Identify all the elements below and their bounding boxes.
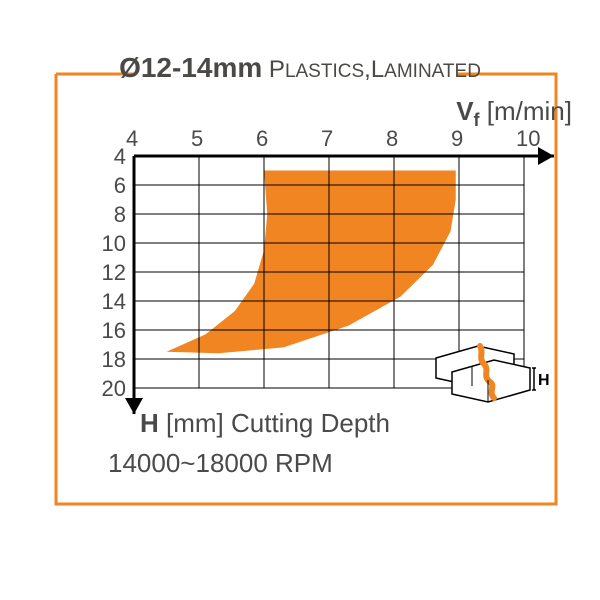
x-tick: 5: [191, 126, 203, 152]
y-tick: 16: [96, 318, 126, 344]
rpm-text: 14000~18000 RPM: [108, 448, 333, 479]
x-axis-label: Vf [m/min]: [456, 96, 572, 131]
y-tick: 18: [96, 347, 126, 373]
y-tick: 8: [96, 202, 126, 228]
x-tick: 4: [126, 126, 138, 152]
x-tick: 9: [451, 126, 463, 152]
y-tick: 14: [96, 289, 126, 315]
cutting-depth-icon: H: [428, 338, 550, 408]
svg-text:H: H: [538, 372, 550, 389]
feed-depth-chart: [0, 0, 600, 600]
x-tick: 6: [256, 126, 268, 152]
y-tick: 6: [96, 173, 126, 199]
y-tick: 4: [96, 144, 126, 170]
y-tick: 12: [96, 260, 126, 286]
x-tick: 7: [321, 126, 333, 152]
x-tick: 10: [516, 126, 540, 152]
y-tick: 20: [96, 376, 126, 402]
y-axis-label: H [mm] Cutting Depth: [140, 408, 390, 439]
x-tick: 8: [386, 126, 398, 152]
y-tick: 10: [96, 231, 126, 257]
